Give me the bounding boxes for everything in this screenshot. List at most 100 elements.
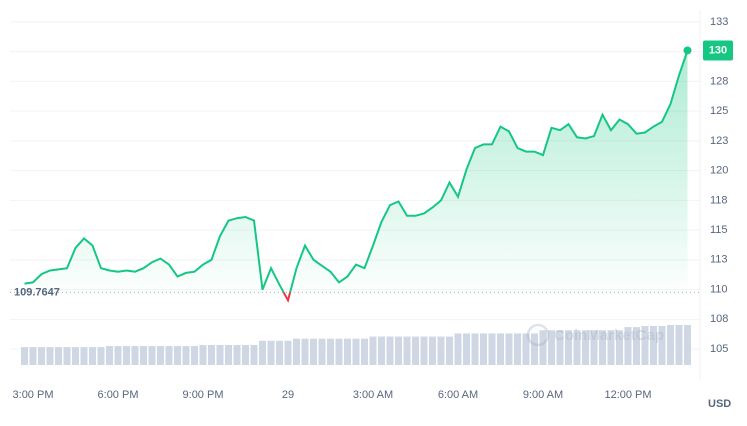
volume-bar — [182, 346, 190, 365]
volume-bar — [573, 330, 581, 365]
x-tick-label: 29 — [282, 389, 294, 401]
volume-bar — [463, 333, 470, 365]
volume-bar — [267, 340, 275, 365]
volume-bar — [208, 345, 215, 365]
volume-bar — [174, 346, 181, 365]
volume-bar — [310, 338, 317, 365]
volume-bar — [667, 325, 674, 365]
x-tick-label: 3:00 AM — [353, 389, 393, 401]
price-line — [24, 50, 689, 293]
volume-bar — [352, 338, 360, 365]
y-tick-label: 133 — [710, 16, 728, 28]
volume-bar — [242, 345, 249, 365]
volume-bar — [641, 326, 649, 365]
x-tick-label: 12:00 PM — [604, 389, 651, 401]
volume-bar — [582, 330, 589, 365]
y-tick-label: 118 — [710, 194, 728, 206]
volume-bar — [684, 325, 691, 365]
watermark-logo — [526, 323, 550, 347]
volume-bar — [259, 340, 266, 365]
volume-bar — [412, 336, 419, 365]
volume-bar — [21, 347, 28, 365]
volume-bar — [446, 336, 453, 365]
x-tick-label: 6:00 PM — [98, 389, 139, 401]
volume-bar — [429, 336, 436, 365]
volume-bar — [369, 336, 377, 365]
volume-bar — [80, 347, 88, 365]
volume-bar — [72, 347, 79, 365]
volume-bar — [395, 336, 402, 365]
currency-label: USD — [708, 398, 731, 410]
volume-bar — [157, 346, 164, 365]
watermark: CoinMarketCap — [526, 323, 664, 347]
volume-bar — [233, 345, 241, 365]
volume-bar — [378, 336, 385, 365]
volume-bar — [488, 333, 496, 365]
y-tick-label: 128 — [710, 75, 728, 87]
volume-bar — [63, 347, 71, 365]
volume-bar — [276, 340, 283, 365]
last-price-dot — [683, 46, 692, 55]
volume-bar — [548, 330, 555, 365]
watermark-text: CoinMarketCap — [554, 327, 664, 344]
y-tick-label: 125 — [710, 105, 728, 117]
volume-bar — [165, 346, 173, 365]
volume-bar — [318, 338, 326, 365]
volume-bar — [97, 347, 105, 365]
volume-bar — [216, 345, 224, 365]
volume-bar — [293, 338, 300, 365]
volume-bar — [531, 333, 538, 365]
volume-bar — [344, 338, 351, 365]
volume-bar — [131, 346, 139, 365]
volume-bar — [565, 330, 572, 365]
volume-bar — [420, 336, 428, 365]
volume-bar — [403, 336, 411, 365]
x-tick-label: 3:00 PM — [13, 389, 54, 401]
volume-bar — [301, 338, 309, 365]
price-area — [24, 50, 688, 293]
y-tick-label: 113 — [710, 254, 728, 266]
x-tick-label: 6:00 AM — [438, 389, 478, 401]
y-tick-label: 110 — [710, 283, 728, 295]
volume-bar — [148, 346, 156, 365]
volume-bar — [140, 346, 147, 365]
volume-bar — [89, 347, 96, 365]
y-tick-label: 120 — [710, 165, 728, 177]
volume-bar — [29, 347, 37, 365]
volume-bar — [471, 333, 479, 365]
volume-bar — [556, 330, 564, 365]
volume-bar — [106, 346, 113, 365]
volume-bar — [250, 345, 258, 365]
volume-bar — [539, 330, 547, 365]
volume-bar — [497, 333, 504, 365]
price-badge-label: 130 — [709, 44, 727, 56]
y-tick-label: 108 — [710, 313, 728, 325]
volume-bar — [658, 326, 666, 365]
y-tick-label: 105 — [710, 343, 728, 355]
volume-bar — [55, 347, 62, 365]
volume-bar — [361, 338, 368, 365]
volume-bar — [199, 345, 207, 365]
volume-bar — [46, 347, 54, 365]
volume-bar — [191, 346, 198, 365]
volume-bar — [675, 325, 683, 365]
volume-bar — [624, 327, 632, 365]
volume-bar — [514, 333, 521, 365]
volume-bar — [616, 330, 623, 365]
volume-bar — [335, 338, 343, 365]
volume-bar — [437, 336, 445, 365]
price-badge — [703, 40, 733, 61]
volume-bar — [599, 330, 606, 365]
volume-bar — [38, 347, 45, 365]
volume-bar — [650, 326, 657, 365]
volume-bar — [114, 346, 122, 365]
volume-bar — [327, 338, 334, 365]
volume-bar — [480, 333, 487, 365]
volume-bar — [123, 346, 130, 365]
y-tick-label: 123 — [710, 135, 728, 147]
volume-bar — [225, 345, 232, 365]
volume-bar — [522, 333, 530, 365]
volume-bar — [607, 330, 615, 365]
x-tick-label: 9:00 AM — [523, 389, 563, 401]
